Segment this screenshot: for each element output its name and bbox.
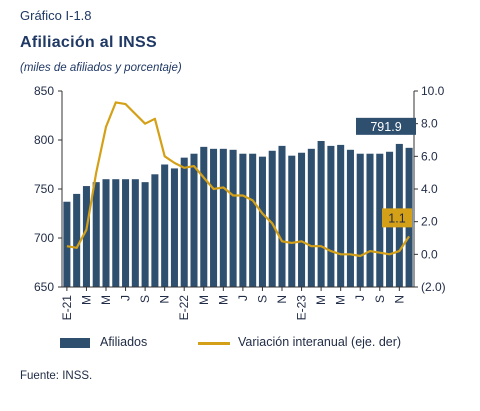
chart-canvas: 850 800 750 700 650 10.0 8.0 6.0 4.0 2.0 0.0 (2.0) E… [34,84,446,321]
bar [112,179,120,287]
y-left-tick-label: 750 [34,182,54,196]
bar [122,179,130,287]
annotation-box-variacion [382,208,412,228]
x-tick-label: S [255,295,269,303]
y-right-tick-label: 8.0 [421,117,438,131]
bar [356,153,364,287]
y-right-tick-label: 6.0 [421,149,438,163]
bar [141,182,149,287]
bar [327,145,335,287]
line-series-variacion [66,101,411,258]
bar [346,149,354,287]
bar [73,193,81,287]
bar [229,149,237,287]
y-left-tick-label: 800 [34,133,54,147]
chart-title: Afiliación al INSS [20,34,157,51]
bar [317,140,325,287]
y-right-tick-label: 2.0 [421,215,438,229]
bar [278,145,286,287]
bar [161,164,169,287]
bar [151,174,159,287]
bar [298,152,306,287]
source-note: Fuente: INSS. [20,370,93,382]
x-tick-label: N [158,295,172,304]
bar [63,201,71,287]
y-left-tick-label: 700 [34,231,54,245]
bar [337,144,345,287]
bar [288,155,296,287]
bar [131,179,139,287]
x-tick-label: S [373,295,387,303]
x-tick-label: M [314,295,328,305]
y-left-tick-label: 650 [34,280,54,294]
y-left-tick-label: 850 [34,84,54,98]
x-tick-label: M [99,295,113,305]
x-tick-label: M [334,295,348,305]
x-tick-label: N [392,295,406,304]
x-tick-label: J [119,295,133,301]
bar [307,148,315,287]
bar [239,153,247,287]
y-right-tick-label: (2.0) [421,280,446,294]
bar [366,153,374,287]
x-tick-label: M [197,295,211,305]
legend-item-variacion: Variación interanual (eje. der) [198,335,401,349]
bar [82,186,90,287]
y-right-tick-label: 10.0 [421,84,445,98]
x-tick-label: M [79,295,93,305]
legend-label-variacion: Variación interanual (eje. der) [238,335,402,349]
annotation-variacion: 1.1 [388,211,405,225]
y-right-tick-label: 0.0 [421,247,438,261]
bar [92,182,100,287]
x-tick-label: E-21 [60,295,74,321]
bar [219,148,227,287]
x-tick-label: N [275,295,289,304]
bar [268,150,276,287]
annotation-afiliados: 791.9 [370,120,401,134]
x-tick-label: J [236,295,250,301]
x-tick-label: M [216,295,230,305]
bar [102,179,110,287]
x-tick-label: J [353,295,367,301]
x-tick-label: E-23 [295,295,309,321]
x-tick-label: E-22 [177,295,191,321]
annotation-box-afiliados [356,117,416,135]
chart-subtitle: (miles de afiliados y porcentaje) [20,62,182,74]
legend-label-afiliados: Afiliados [100,335,148,349]
legend-item-afiliados: Afiliados [60,335,147,349]
bar [190,153,198,287]
bar [170,168,178,287]
bar [249,153,257,287]
bar [210,148,218,287]
y-right-tick-label: 4.0 [421,182,438,196]
x-tick-label: S [138,295,152,303]
bar [376,153,384,287]
bar [258,156,266,287]
legend-swatch-line [198,342,230,345]
bar [180,157,188,287]
legend-swatch-bar [60,338,90,348]
figure-label: Gráfico I-1.8 [20,8,92,23]
bar [200,146,208,287]
